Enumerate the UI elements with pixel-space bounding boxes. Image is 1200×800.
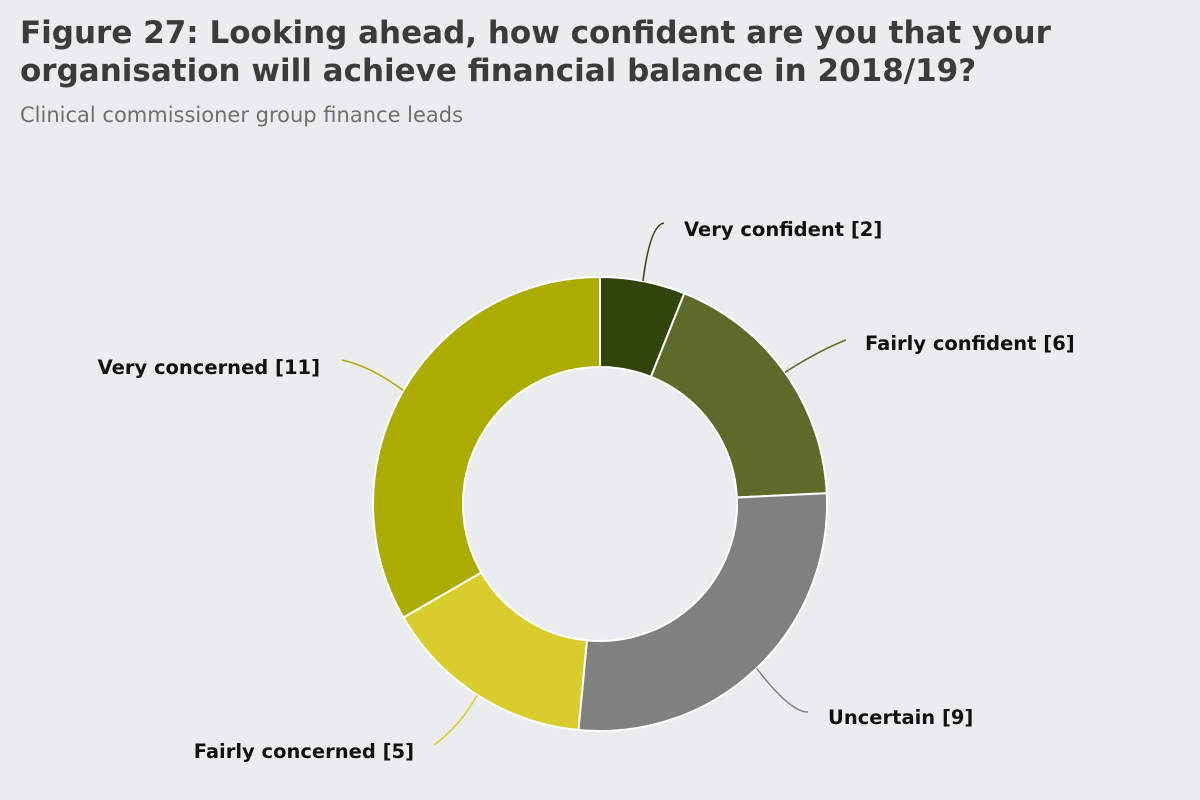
leader-line-fairly-concerned [433, 694, 478, 746]
leader-line-uncertain [756, 667, 809, 713]
chart-title: Figure 27: Looking ahead, how confident … [20, 15, 1051, 89]
label-very-confident: Very confident [2] [684, 218, 882, 241]
leader-line-fairly-confident [784, 339, 847, 373]
slice-uncertain [577, 492, 828, 732]
donut-slices [372, 275, 828, 732]
leader-line-very-concerned [341, 359, 404, 392]
label-very-concerned: Very concerned [11] [98, 356, 320, 379]
label-fairly-confident: Fairly confident [6] [865, 332, 1075, 355]
data-labels: Very confident [2] Fairly confident [6] Un… [98, 218, 1075, 763]
slice-fairly-confident [649, 291, 828, 499]
leader-lines [341, 222, 847, 746]
chart-subtitle: Clinical commissioner group finance lead… [20, 103, 464, 127]
slice-very-concerned [372, 275, 601, 619]
leader-line-very-confident [642, 222, 665, 282]
label-uncertain: Uncertain [9] [828, 706, 973, 729]
label-fairly-concerned: Fairly concerned [5] [194, 740, 414, 763]
